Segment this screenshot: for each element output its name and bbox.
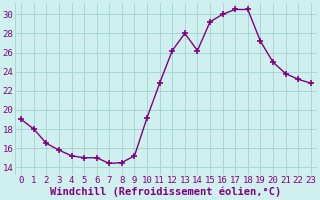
X-axis label: Windchill (Refroidissement éolien,°C): Windchill (Refroidissement éolien,°C) bbox=[50, 187, 282, 197]
